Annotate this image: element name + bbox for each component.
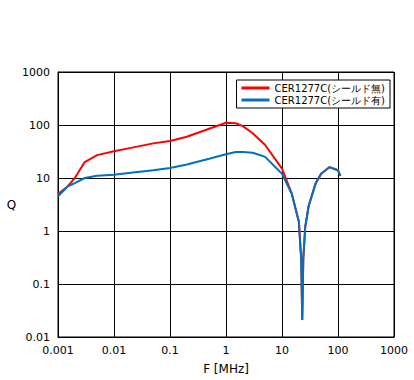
svg-text:0.001: 0.001 (42, 344, 74, 357)
svg-text:1: 1 (223, 344, 230, 357)
svg-text:CER1277C(シールド無): CER1277C(シールド無) (275, 83, 386, 94)
svg-text:1000: 1000 (22, 66, 50, 79)
svg-text:Q: Q (7, 198, 16, 212)
svg-text:100: 100 (29, 119, 50, 132)
svg-text:CER1277C(シールド有): CER1277C(シールド有) (275, 95, 386, 106)
svg-text:10: 10 (36, 172, 50, 185)
svg-text:F [MHz]: F [MHz] (203, 362, 249, 376)
svg-text:1000: 1000 (380, 344, 408, 357)
svg-text:0.01: 0.01 (26, 331, 51, 344)
svg-text:1: 1 (43, 225, 50, 238)
svg-text:0.01: 0.01 (102, 344, 127, 357)
svg-text:100: 100 (328, 344, 349, 357)
svg-text:0.1: 0.1 (33, 278, 51, 291)
svg-text:10: 10 (275, 344, 289, 357)
svg-text:0.1: 0.1 (161, 344, 179, 357)
